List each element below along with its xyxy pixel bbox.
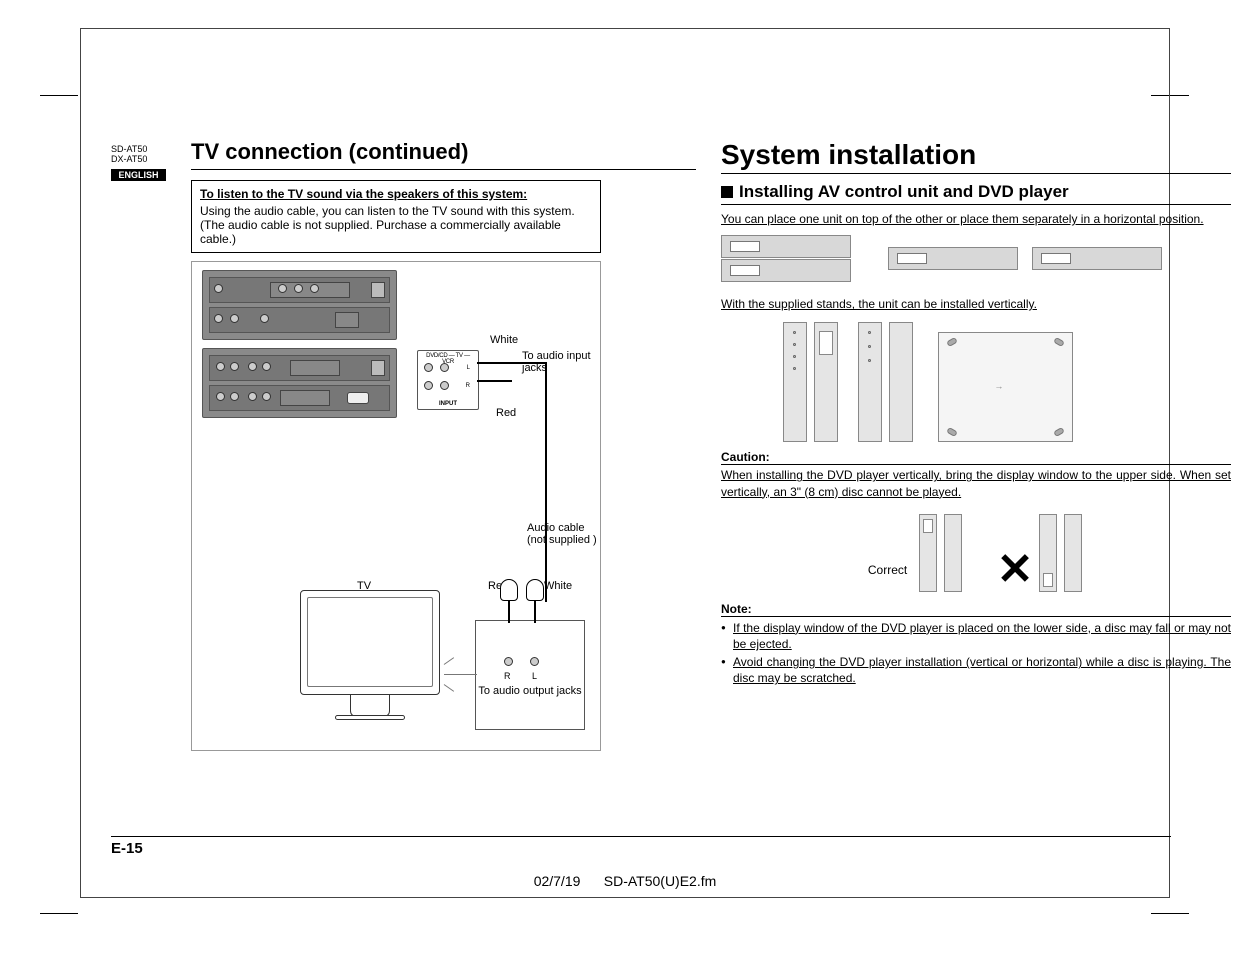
correct-unit-2	[944, 514, 962, 592]
note-1: If the display window of the DVD player …	[721, 620, 1231, 652]
wrong-unit-2	[1064, 514, 1082, 592]
vertical-unit-3	[858, 322, 882, 442]
mounting-plate-icon: →	[938, 332, 1073, 442]
tv-monitor-icon	[292, 590, 447, 730]
correct-unit-1	[919, 514, 937, 592]
caution-head: Caution:	[721, 450, 1231, 465]
note-head: Note:	[721, 602, 1231, 617]
left-heading: TV connection (continued)	[191, 139, 696, 170]
right-subheading: Installing AV control unit and DVD playe…	[721, 182, 1231, 205]
label-to-output: To audio output jacks	[476, 685, 584, 697]
footer-file: SD-AT50(U)E2.fm	[604, 873, 717, 889]
label-audio-cable: Audio cable	[527, 522, 585, 534]
model-2: DX-AT50	[111, 154, 171, 164]
note-2: Avoid changing the DVD player installati…	[721, 654, 1231, 686]
callout-title: To listen to the TV sound via the speake…	[200, 187, 592, 201]
label-to-input: To audio input jacks	[522, 350, 592, 374]
page-number: E-15	[111, 840, 143, 857]
callout-box: To listen to the TV sound via the speake…	[191, 180, 601, 253]
label-white-2: White	[544, 580, 572, 592]
vertical-unit-2	[814, 322, 838, 442]
label-jack-r: R	[504, 671, 511, 681]
caution-body: When installing the DVD player verticall…	[721, 467, 1231, 499]
page-number-bar: E-15	[111, 836, 1171, 857]
vertical-text: With the supplied stands, the unit can b…	[721, 296, 1231, 312]
input-label: INPUT	[418, 401, 478, 407]
orientation-row: Correct ✕	[721, 514, 1231, 592]
callout-line2: (The audio cable is not supplied. Purcha…	[200, 218, 592, 246]
audio-output-box: R L To audio output jacks	[475, 620, 585, 730]
bullet-square-icon	[721, 186, 733, 198]
wrong-unit-1	[1039, 514, 1057, 592]
vertical-units-row: →	[721, 322, 1231, 442]
footer: 02/7/19 SD-AT50(U)E2.fm	[81, 873, 1169, 889]
vertical-unit-1	[783, 322, 807, 442]
right-column: System installation Installing AV contro…	[721, 139, 1231, 689]
footer-date: 02/7/19	[534, 873, 581, 889]
callout-line1: Using the audio cable, you can listen to…	[200, 204, 592, 218]
right-heading: System installation	[721, 139, 1231, 174]
label-white: White	[490, 334, 518, 346]
note-list: If the display window of the DVD player …	[721, 620, 1231, 687]
label-not-supplied: (not supplied )	[527, 534, 597, 546]
model-box: SD-AT50 DX-AT50	[111, 144, 171, 164]
rear-panel-lower	[202, 348, 397, 418]
horizontal-units-row	[721, 235, 1231, 282]
left-column: TV connection (continued) To listen to t…	[191, 139, 696, 751]
label-red: Red	[496, 407, 516, 419]
label-jack-l: L	[532, 671, 537, 681]
vcr-detail-box: DVD/CD — TV — VCR L R INPUT	[417, 350, 479, 410]
vertical-unit-4	[889, 322, 913, 442]
label-correct: Correct	[868, 563, 907, 577]
page-frame: SD-AT50 DX-AT50 ENGLISH TV connection (c…	[80, 28, 1170, 898]
rear-panel-upper	[202, 270, 397, 340]
connection-diagram: DVD/CD — TV — VCR L R INPUT White Red To…	[191, 261, 601, 751]
cross-icon: ✕	[997, 548, 1034, 592]
model-1: SD-AT50	[111, 144, 171, 154]
language-badge: ENGLISH	[111, 169, 166, 181]
intro-text: You can place one unit on top of the oth…	[721, 211, 1231, 227]
